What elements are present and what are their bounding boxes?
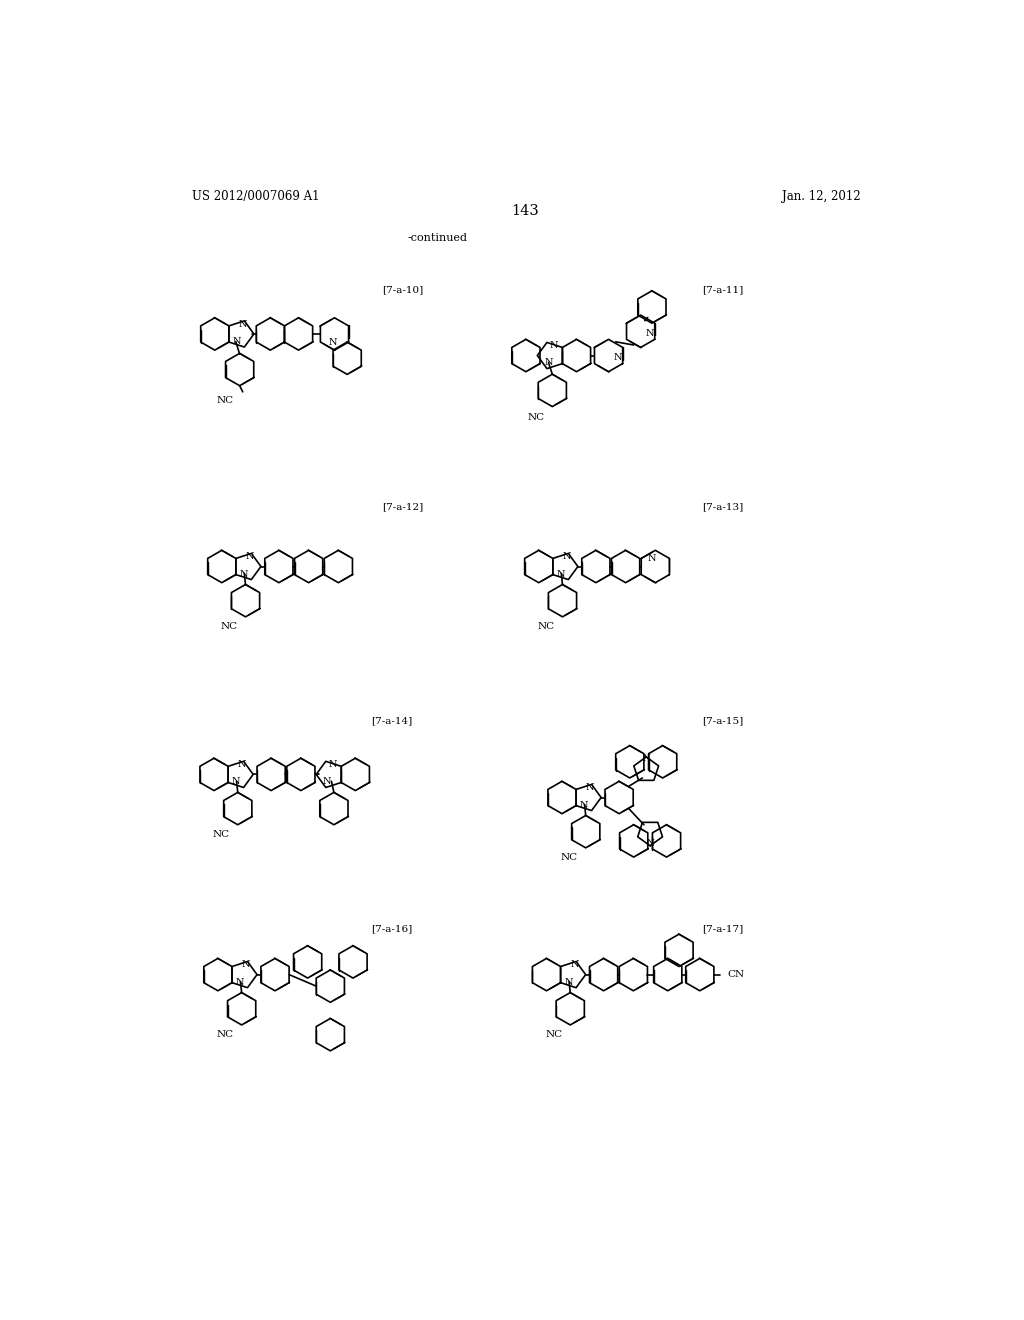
Text: CN: CN — [727, 970, 744, 979]
Text: N: N — [246, 552, 254, 561]
Text: N: N — [238, 760, 247, 770]
Text: NC: NC — [546, 1031, 562, 1039]
Text: N: N — [648, 554, 656, 562]
Text: NC: NC — [213, 830, 230, 840]
Text: N: N — [564, 978, 572, 986]
Text: -continued: -continued — [408, 232, 468, 243]
Text: N: N — [550, 342, 558, 350]
Text: N: N — [242, 960, 250, 969]
Text: NC: NC — [527, 413, 545, 422]
Text: NC: NC — [538, 622, 555, 631]
Text: [7-a-12]: [7-a-12] — [383, 503, 424, 512]
Text: Jan. 12, 2012: Jan. 12, 2012 — [781, 190, 860, 203]
Text: [7-a-10]: [7-a-10] — [383, 285, 424, 294]
Text: N: N — [231, 777, 240, 787]
Text: N: N — [232, 337, 241, 346]
Text: US 2012/0007069 A1: US 2012/0007069 A1 — [191, 190, 319, 203]
Text: N: N — [645, 329, 654, 338]
Text: N: N — [580, 800, 588, 809]
Text: N: N — [556, 569, 565, 578]
Text: [7-a-17]: [7-a-17] — [702, 924, 743, 933]
Text: [7-a-11]: [7-a-11] — [702, 285, 743, 294]
Text: [7-a-15]: [7-a-15] — [702, 715, 743, 725]
Text: N: N — [613, 354, 622, 363]
Text: NC: NC — [217, 1031, 233, 1039]
Text: N: N — [646, 838, 654, 847]
Text: N: N — [239, 319, 247, 329]
Text: N: N — [329, 760, 337, 770]
Text: N: N — [236, 978, 244, 986]
Text: [7-a-16]: [7-a-16] — [371, 924, 412, 933]
Text: N: N — [240, 569, 248, 578]
Text: [7-a-14]: [7-a-14] — [371, 715, 412, 725]
Text: N: N — [562, 552, 571, 561]
Text: NC: NC — [561, 853, 578, 862]
Text: N: N — [642, 754, 650, 763]
Text: N: N — [323, 777, 331, 787]
Text: NC: NC — [216, 396, 233, 405]
Text: N: N — [586, 783, 594, 792]
Text: [7-a-13]: [7-a-13] — [702, 503, 743, 512]
Text: N: N — [544, 358, 553, 367]
Text: N: N — [570, 960, 579, 969]
Text: 143: 143 — [511, 203, 539, 218]
Text: N: N — [329, 338, 337, 347]
Text: NC: NC — [220, 622, 238, 631]
